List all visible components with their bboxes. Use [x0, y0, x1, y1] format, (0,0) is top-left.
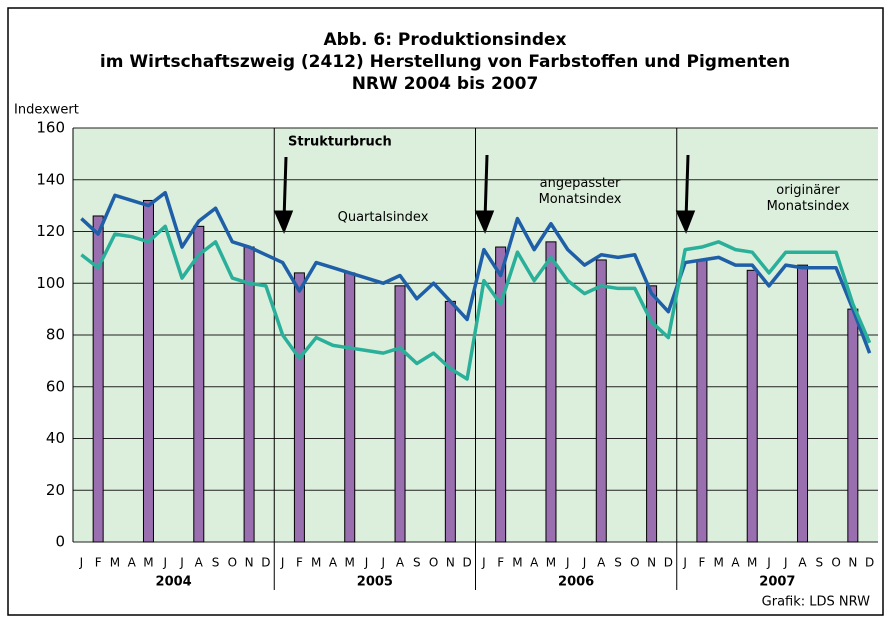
x-tick-label: A: [731, 556, 740, 570]
series-label: Quartalsindex: [337, 210, 429, 225]
x-tick-label: M: [110, 556, 120, 570]
x-tick-label: O: [831, 556, 840, 570]
x-tick-label: F: [698, 556, 705, 570]
x-tick-label: A: [396, 556, 405, 570]
x-tick-label: S: [614, 556, 622, 570]
annotation: Strukturbruch: [288, 135, 392, 150]
x-tick-label: S: [413, 556, 421, 570]
y-tick-label: 80: [46, 326, 65, 344]
year-label: 2006: [558, 575, 594, 590]
y-axis-label: Indexwert: [14, 103, 79, 118]
x-tick-label: A: [530, 556, 539, 570]
x-tick-label: J: [162, 556, 167, 570]
x-tick-label: M: [311, 556, 321, 570]
arrows: [273, 154, 696, 234]
x-tick-label: M: [747, 556, 757, 570]
bar: [847, 308, 859, 543]
y-tick-label: 60: [46, 377, 65, 395]
bar: [646, 285, 658, 543]
x-tick-label: M: [512, 556, 522, 570]
x-tick-label: J: [79, 556, 84, 570]
title-line: NRW 2004 bis 2007: [352, 74, 539, 94]
x-tick-label: J: [582, 556, 587, 570]
y-tick-label: 20: [46, 481, 65, 499]
bar: [797, 264, 809, 543]
y-tick-label: 100: [36, 274, 65, 292]
x-tick-label: A: [798, 556, 807, 570]
x-tick-label: F: [497, 556, 504, 570]
x-tick-label: J: [783, 556, 788, 570]
x-tick-label: N: [446, 556, 455, 570]
x-tick-label: N: [647, 556, 656, 570]
x-tick-label: D: [664, 556, 673, 570]
x-tick-label: F: [95, 556, 102, 570]
title-line: im Wirtschaftszweig (2412) Herstellung v…: [100, 52, 790, 72]
x-tick-label: J: [766, 556, 771, 570]
bar: [545, 241, 557, 543]
y-tick-label: 140: [36, 170, 65, 188]
x-tick-label: S: [212, 556, 220, 570]
x-tick-label: J: [280, 556, 285, 570]
x-tick-label: O: [630, 556, 639, 570]
x-tick-label: J: [481, 556, 486, 570]
bar: [344, 272, 356, 543]
x-tick-label: J: [380, 556, 385, 570]
x-tick-label: S: [815, 556, 823, 570]
x-tick-label: D: [261, 556, 270, 570]
x-tick-label: M: [713, 556, 723, 570]
x-tick-label: N: [848, 556, 857, 570]
x-tick-label: J: [364, 556, 369, 570]
bar: [495, 246, 507, 543]
bar: [746, 269, 758, 543]
bar: [394, 285, 406, 543]
x-tick-label: M: [143, 556, 153, 570]
x-tick-label: D: [865, 556, 874, 570]
line: [80, 190, 872, 354]
y-tick-label: 40: [46, 429, 65, 447]
x-tick-label: M: [546, 556, 556, 570]
y-tick-label: 120: [36, 222, 65, 240]
bar: [444, 300, 456, 543]
y-tick-label: 160: [36, 119, 65, 137]
x-tick-label: D: [462, 556, 471, 570]
bar: [92, 215, 104, 543]
x-tick-label: O: [228, 556, 237, 570]
year-label: 2007: [759, 575, 795, 590]
bar: [142, 199, 154, 543]
source: Grafik: LDS NRW: [762, 595, 870, 610]
x-tick-label: A: [597, 556, 606, 570]
year-label: 2004: [156, 575, 192, 590]
x-tick-label: J: [179, 556, 184, 570]
x-tick-label: N: [245, 556, 254, 570]
line: [80, 224, 872, 381]
bar: [243, 246, 255, 543]
y-tick-label: 0: [55, 533, 65, 551]
bar: [193, 225, 205, 543]
x-tick-label: J: [682, 556, 687, 570]
series-label: angepasster Monatsindex: [538, 176, 622, 207]
x-tick-label: F: [296, 556, 303, 570]
series-label: originärer Monatsindex: [766, 183, 850, 214]
x-tick-label: M: [345, 556, 355, 570]
x-tick-label: A: [195, 556, 204, 570]
bar: [293, 272, 305, 543]
bar: [696, 259, 708, 543]
x-tick-label: A: [329, 556, 338, 570]
title-line: Abb. 6: Produktionsindex: [324, 30, 567, 50]
x-tick-label: A: [128, 556, 137, 570]
x-tick-label: J: [565, 556, 570, 570]
x-tick-label: O: [429, 556, 438, 570]
bar: [595, 259, 607, 543]
year-label: 2005: [357, 575, 393, 590]
